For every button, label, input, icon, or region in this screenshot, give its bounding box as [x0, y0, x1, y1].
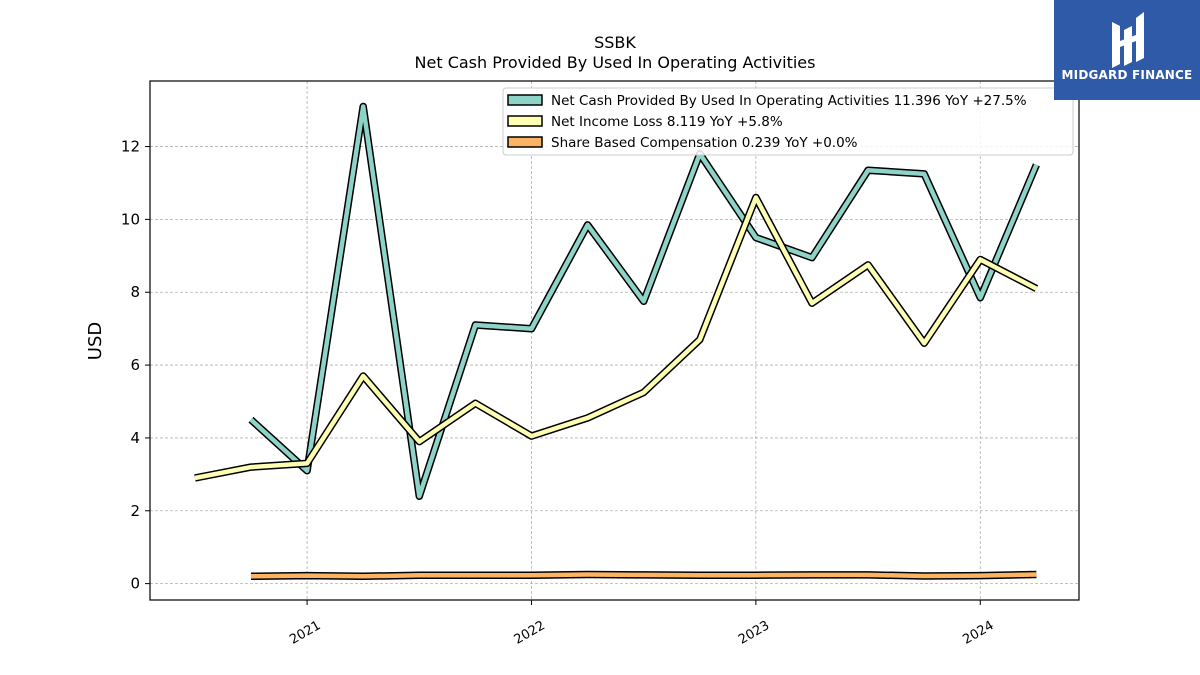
legend-entry: Net Cash Provided By Used In Operating A…	[551, 93, 1027, 109]
y-tick-label: 8	[130, 283, 140, 301]
series-line-net-income-loss	[194, 195, 1038, 481]
series-layer	[194, 102, 1040, 581]
plot-frame	[149, 80, 1080, 601]
y-tick-label: 10	[121, 210, 140, 228]
brand-logo: MIDGARD FINANCE	[1054, 0, 1200, 100]
y-tick-label: 6	[130, 356, 140, 374]
legend-swatch	[507, 94, 543, 106]
chart-title: SSBK	[594, 33, 636, 52]
series-outline-net-income-loss	[194, 193, 1039, 482]
y-axis-label: USD	[85, 322, 106, 360]
logo-text: MIDGARD FINANCE	[1061, 68, 1193, 82]
series-line-share-based-compensation	[250, 572, 1037, 579]
legend-swatch	[507, 136, 543, 148]
legend-swatch	[507, 115, 543, 127]
y-tick-label: 0	[130, 575, 140, 593]
y-tick-label: 4	[130, 429, 140, 447]
y-tick-label: 12	[121, 138, 140, 156]
midgard-logo-icon	[1112, 12, 1144, 68]
x-tick-label: 2023	[736, 618, 772, 648]
y-tick-label: 2	[130, 502, 140, 520]
x-tick-label: 2024	[960, 618, 996, 648]
legend-box	[502, 87, 1074, 156]
legend: Net Cash Provided By Used In Operating A…	[502, 87, 1074, 156]
grid	[150, 81, 1079, 600]
x-tick-label: 2022	[512, 618, 548, 648]
legend-entry: Net Income Loss 8.119 YoY +5.8%	[551, 114, 783, 130]
legend-entry: Share Based Compensation 0.239 YoY +0.0%	[551, 135, 858, 151]
chart-subtitle: Net Cash Provided By Used In Operating A…	[415, 53, 816, 72]
x-tick-label: 2021	[287, 618, 323, 648]
